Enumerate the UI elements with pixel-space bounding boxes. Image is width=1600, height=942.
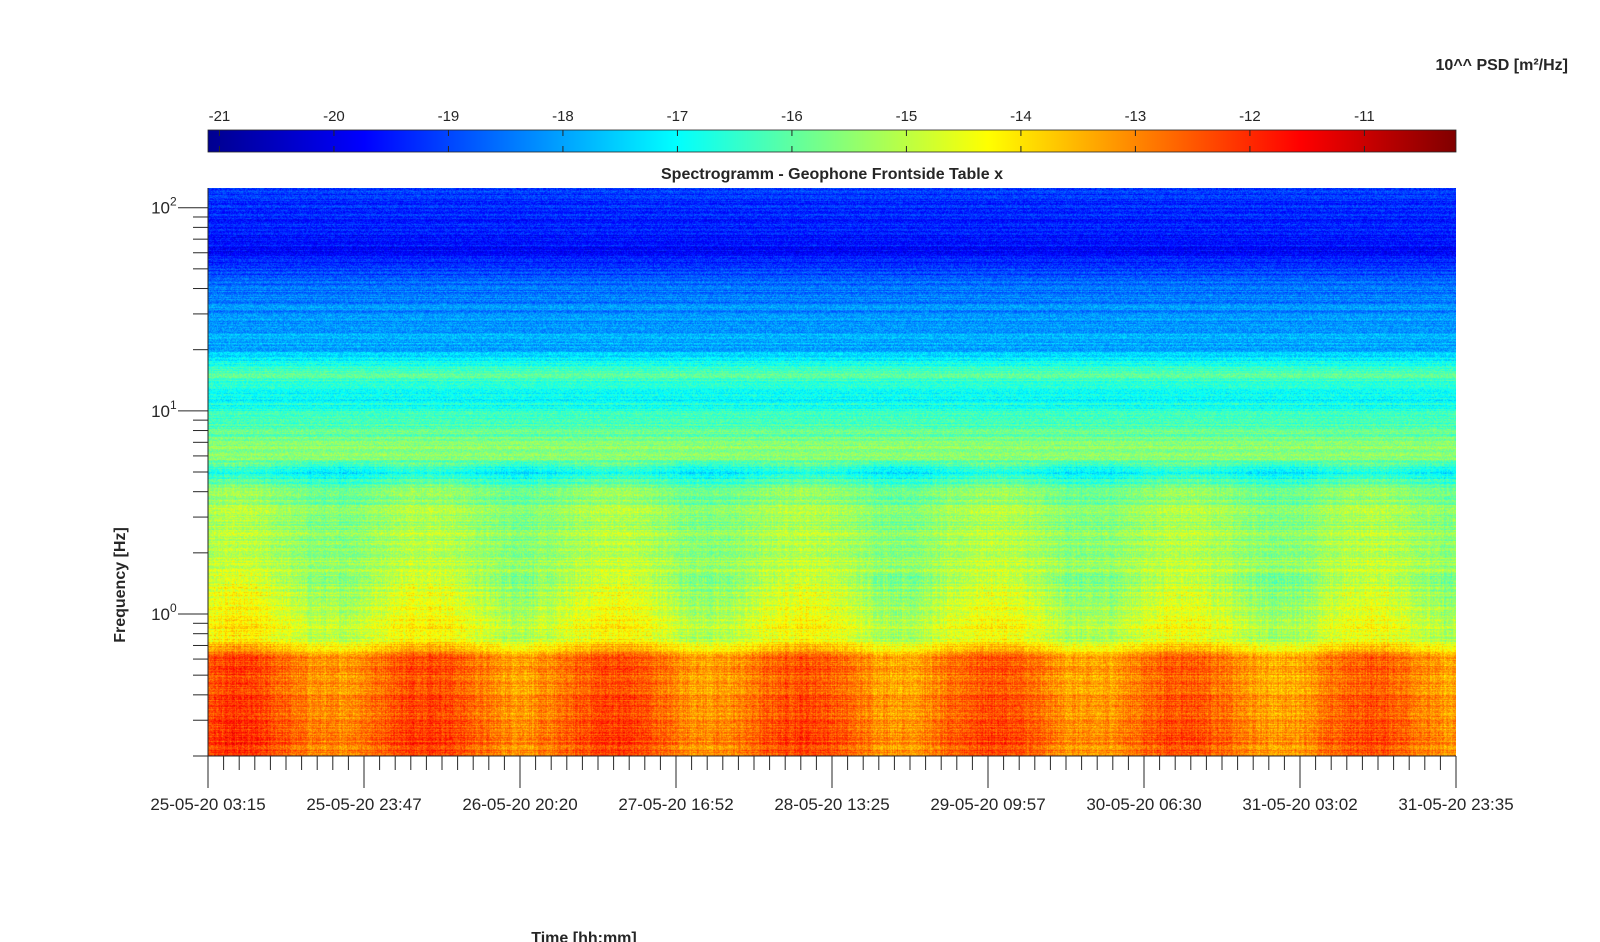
plot-area [208, 188, 1456, 756]
colorbar-tick-label: -11 [1354, 108, 1375, 125]
x-tick-label: 31-05-20 23:35 [1398, 795, 1513, 814]
y-tick-label-exponent: 1 [170, 398, 177, 412]
colorbar: -21 -20 -19 -18 -17 -16 -15 -14 -13 -12 -11 10^^ P… [207, 57, 1568, 153]
colorbar-tick-label: -15 [896, 108, 918, 125]
x-axis-label: Time [hh:mm] [531, 930, 636, 942]
colorbar-tick-label: -13 [1125, 108, 1147, 125]
spectrogram-heatmap [208, 188, 1456, 756]
chart-title: Spectrogramm - Geophone Frontside Table … [661, 166, 1003, 183]
colorbar-tick-label: -16 [781, 108, 803, 125]
x-tick-label: 31-05-20 03:02 [1242, 795, 1357, 814]
colorbar-tick-label: -20 [323, 108, 345, 125]
x-tick-label: 30-05-20 06:30 [1086, 795, 1201, 814]
x-tick-label: 28-05-20 13:25 [774, 795, 889, 814]
y-tick-label-exponent: 2 [170, 195, 177, 209]
colorbar-tick-label: -17 [667, 108, 689, 125]
colorbar-tick-label: -18 [552, 108, 574, 125]
y-tick-label: 10 [151, 199, 170, 218]
y-tick-label: 10 [151, 605, 170, 624]
x-tick-label: 29-05-20 09:57 [930, 795, 1045, 814]
y-tick-label-exponent: 0 [170, 601, 177, 615]
y-axis-label: Frequency [Hz] [112, 527, 129, 643]
x-tick-label: 27-05-20 16:52 [618, 795, 733, 814]
colorbar-tick-label: -14 [1010, 108, 1032, 125]
colorbar-tick-label: -19 [438, 108, 460, 125]
colorbar-gradient [207, 129, 1457, 153]
colorbar-label: 10^^ PSD [m²/Hz] [1436, 57, 1568, 74]
x-tick-label: 26-05-20 20:20 [462, 795, 577, 814]
colorbar-tick-label: -12 [1239, 108, 1261, 125]
y-tick-label: 10 [151, 402, 170, 421]
colorbar-ticks: -21 -20 -19 -18 -17 -16 -15 -14 -13 -12 -11 [209, 108, 1375, 152]
colorbar-tick-label: -21 [209, 108, 231, 125]
x-tick-label: 25-05-20 03:15 [150, 795, 265, 814]
x-tick-label: 25-05-20 23:47 [306, 795, 421, 814]
x-axis: 25-05-20 03:15 25-05-20 23:47 26-05-20 20:… [150, 755, 1514, 814]
